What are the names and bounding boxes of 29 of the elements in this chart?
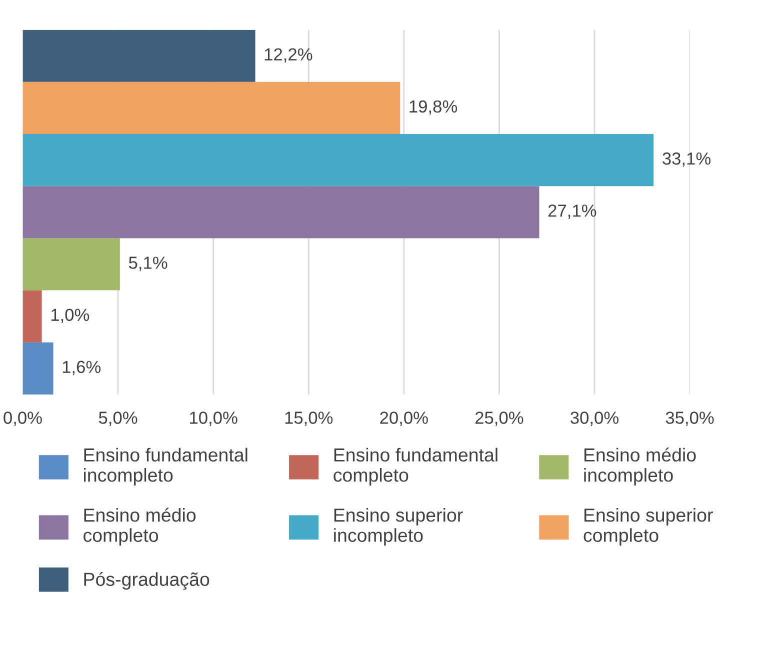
x-tick-label: 15,0% [285,412,333,426]
bar [22,342,54,394]
data-label: 1,0% [51,308,90,324]
x-tick-label: 0,0% [4,412,42,426]
legend-label: Ensino fundamental completo [334,448,498,486]
data-label: 5,1% [128,256,168,271]
bar [22,82,400,134]
bar [22,186,540,238]
x-tick-label: 30,0% [570,412,618,426]
bar [22,134,654,186]
data-label: 27,1% [548,204,596,219]
bar [22,238,120,290]
x-tick-label: 5,0% [98,412,138,426]
legend-label: Ensino médio incompleto [584,448,696,486]
x-tick-label: 20,0% [380,412,428,426]
data-label: 19,8% [410,100,458,115]
data-label: 1,6% [62,360,101,376]
legend-label: Ensino superior incompleto [334,508,463,546]
legend-label: Ensino fundamental incompleto [84,448,248,486]
bar [22,30,256,82]
data-label: 33,1% [662,152,711,167]
x-tick-label: 10,0% [190,412,238,426]
legend-label: Ensino superior completo [584,508,713,546]
x-tick-label: 25,0% [475,412,524,426]
data-label: 12,2% [264,48,312,63]
legend-label: Ensino médio completo [84,508,196,546]
bar [22,290,42,342]
legend-label: Pós-graduação [84,572,210,590]
x-tick-label: 35,0% [666,412,714,426]
